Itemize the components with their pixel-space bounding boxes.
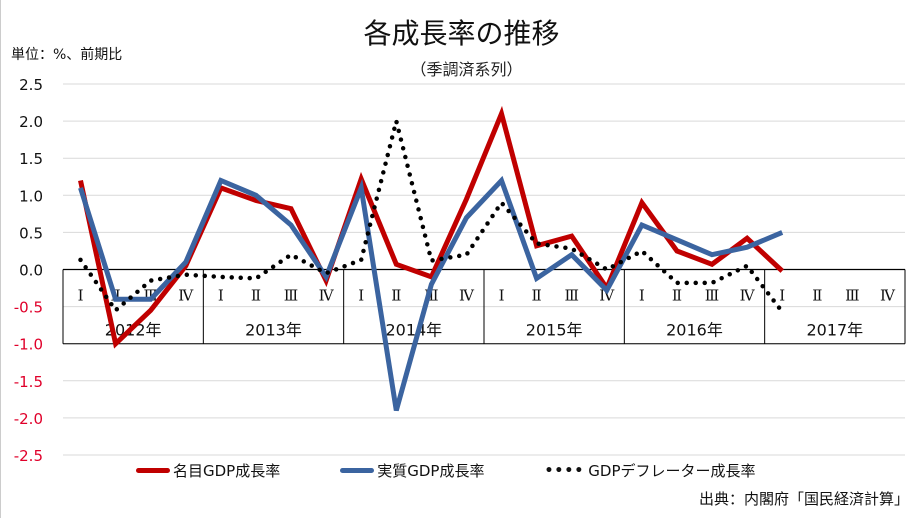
quarter-label: Ⅰ [779,287,785,305]
quarter-label: Ⅰ [639,287,645,305]
y-tick-label: 1.5 [19,150,43,168]
y-tick-label: -2.5 [14,447,43,465]
quarter-label: Ⅱ [251,287,261,305]
legend-label: 実質GDP成長率 [377,462,485,480]
y-tick-label: 1.0 [19,187,43,205]
quarter-label: Ⅳ [599,287,615,305]
legend-label: GDPデフレーター成長率 [588,462,756,480]
legend-item-deflator: •••• GDPデフレーター成長率 [544,460,755,481]
y-tick-label: -1.0 [14,336,43,354]
y-tick-label: -1.5 [14,373,43,391]
year-label: 2013年 [245,321,302,340]
quarter-label: Ⅰ [78,287,84,305]
year-label: 2015年 [526,321,583,340]
quarter-label: Ⅲ [705,287,719,305]
y-tick-label: 2.0 [19,113,43,131]
year-label: 2016年 [666,321,723,340]
quarter-label: Ⅲ [284,287,298,305]
series-line-deflator [78,120,785,315]
quarter-label: Ⅱ [391,287,401,305]
quarter-label: Ⅰ [218,287,224,305]
quarter-label: Ⅳ [178,287,194,305]
quarter-label: Ⅳ [880,287,896,305]
legend-swatch-deflator: •••• [544,462,585,479]
quarter-label: Ⅲ [564,287,578,305]
chart-title: 各成長率の推移 [363,17,560,50]
source-note: 出典：内閣府「国民経済計算」 [698,490,909,508]
legend-item-real: 実質GDP成長率 [340,460,484,481]
legend: 名目GDP成長率 実質GDP成長率 •••• GDPデフレーター成長率 [136,460,816,481]
y-tick-label: -0.5 [14,299,43,317]
legend-label: 名目GDP成長率 [173,462,281,480]
quarter-label: Ⅳ [459,287,475,305]
y-axis-unit-label: 単位：%、前期比 [11,47,123,63]
quarter-label: Ⅲ [845,287,859,305]
quarter-label: Ⅱ [812,287,822,305]
legend-swatch-nominal [136,468,170,473]
quarter-label: Ⅰ [358,287,364,305]
quarter-label: Ⅳ [319,287,335,305]
series-line-nominal [78,105,784,349]
legend-swatch-real [340,468,375,473]
y-tick-label: 0.0 [19,262,43,280]
y-tick-label: -2.0 [14,410,43,428]
chart-subtitle: （季調済系列） [410,60,523,79]
quarter-label: Ⅳ [740,287,756,305]
quarter-label: Ⅱ [532,287,542,305]
y-tick-label: 0.5 [19,224,43,242]
legend-item-nominal: 名目GDP成長率 [136,460,280,481]
year-label: 2014年 [385,321,442,340]
quarter-label: Ⅰ [499,287,505,305]
y-tick-label: 2.5 [19,76,43,94]
series-line-real [78,175,784,412]
quarter-label: Ⅱ [672,287,682,305]
year-label: 2017年 [806,321,863,340]
